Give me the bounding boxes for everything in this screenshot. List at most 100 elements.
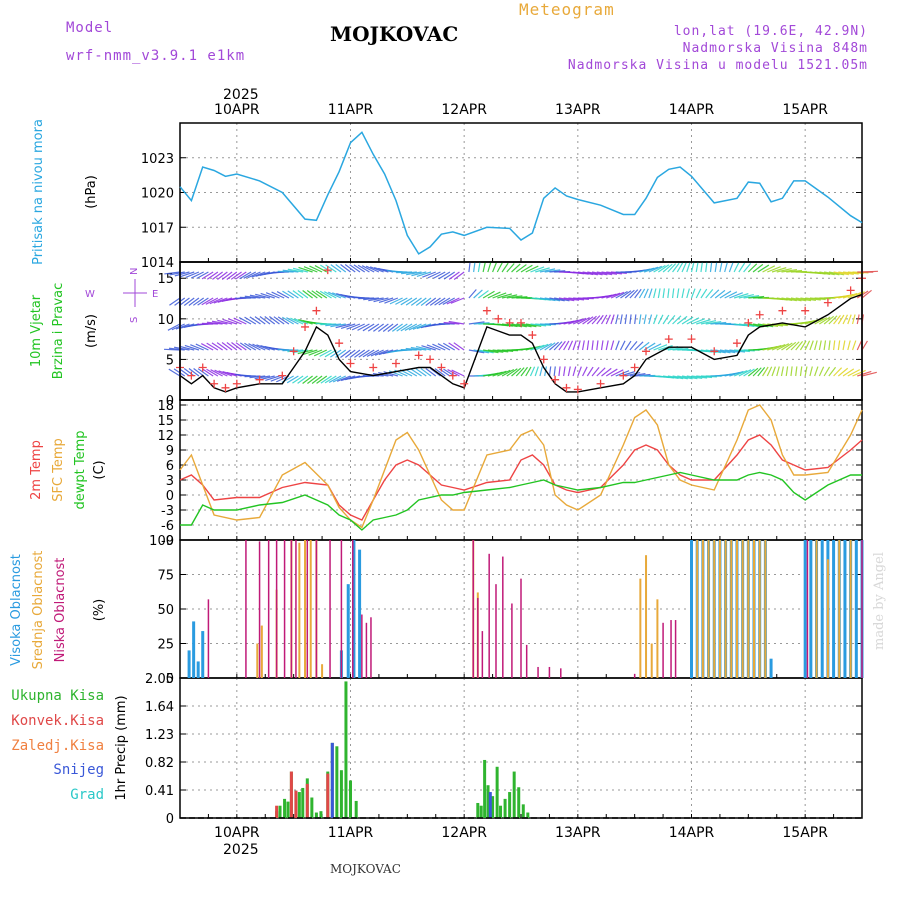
- wind-arrow: [473, 262, 476, 273]
- wind-arrow: [254, 375, 271, 380]
- top-date-label: 10APR: [214, 102, 260, 118]
- cloud-high-label: Visoka Oblacnost: [9, 554, 24, 666]
- wind-arrow: [610, 340, 615, 351]
- wind-arrow: [396, 323, 408, 332]
- wind-arrow: [406, 271, 422, 276]
- wind-arrow: [188, 368, 200, 377]
- wind-arrow: [429, 297, 441, 306]
- wind-arrow: [492, 370, 507, 377]
- wind-arrow: [767, 266, 781, 273]
- bar-precip_total: [521, 804, 525, 818]
- wind-arrow: [709, 262, 713, 273]
- wind-arrow: [690, 262, 695, 273]
- wind-arrow: [615, 340, 620, 351]
- gust-marker: [539, 355, 548, 364]
- gust-marker: [801, 306, 810, 315]
- wind-arrow: [544, 297, 561, 302]
- wind-arrow: [771, 366, 776, 377]
- wind-arrow: [362, 349, 375, 358]
- wind-arrow: [799, 366, 803, 377]
- wind-arrow: [235, 271, 247, 280]
- wind-arrow: [577, 271, 594, 276]
- wind-arrow: [629, 314, 632, 325]
- wind-arrow: [729, 349, 746, 353]
- wind-arrow: [178, 368, 190, 377]
- wind-arrow: [311, 375, 323, 384]
- bar-precip_total: [349, 780, 352, 818]
- wind-arrow: [672, 375, 688, 380]
- wind-arrow: [421, 345, 436, 351]
- wind-arrow: [818, 340, 822, 351]
- wind-arrow: [781, 268, 798, 273]
- bar-precip_total: [278, 805, 282, 818]
- wind-arrow: [558, 340, 566, 351]
- wind-arrow: [809, 366, 813, 377]
- bar-cloud_mid: [724, 540, 727, 678]
- wind-arrow: [596, 271, 613, 276]
- bar-cloud_mid: [298, 542, 301, 678]
- wind-arrow: [615, 370, 630, 377]
- wind-arrow: [434, 297, 446, 306]
- wind-arrow: [847, 340, 851, 351]
- wind-arrow: [174, 346, 190, 351]
- wind-arrow: [747, 263, 758, 273]
- wind-arrow: [582, 271, 599, 276]
- wind-arrow: [653, 288, 657, 299]
- wind-arrow: [619, 314, 623, 325]
- compass-w: W: [85, 289, 95, 300]
- wind-arrow: [320, 375, 332, 384]
- wind-arrow: [795, 340, 804, 351]
- wind-arrow: [554, 297, 570, 302]
- top-date-label: 15APR: [782, 102, 828, 118]
- bar-precip_conv: [305, 783, 309, 818]
- wind-arrow: [819, 271, 835, 276]
- gust-marker: [289, 347, 298, 356]
- wind-arrow: [752, 263, 764, 273]
- wind-arrow: [404, 323, 418, 331]
- wind-arrow: [610, 369, 624, 377]
- y-tick-label-wind: 10: [157, 313, 174, 328]
- bar-precip_total: [339, 770, 343, 818]
- wind-arrow: [420, 368, 432, 377]
- wind-arrow: [634, 373, 651, 377]
- wind-arrow: [601, 271, 618, 275]
- wind-arrow: [256, 344, 271, 351]
- wind-axis-label-2: Brzina i Pravac: [51, 283, 66, 380]
- wind-arrow: [259, 316, 271, 325]
- bar-cloud_mid: [304, 540, 307, 678]
- wind-arrow: [492, 292, 507, 299]
- wind-arrow: [596, 340, 599, 351]
- wind-arrow: [378, 323, 389, 332]
- wind-arrow: [238, 317, 252, 325]
- wind-arrow: [672, 262, 680, 273]
- bar-cloud_mid: [730, 540, 733, 678]
- wind-arrow: [336, 375, 351, 382]
- wind-arrow: [752, 367, 762, 377]
- wind-arrow: [244, 316, 257, 325]
- bar-precip_conv: [326, 773, 330, 818]
- bar-cloud_mid: [321, 664, 324, 678]
- wind-arrow: [719, 349, 736, 354]
- wind-arrow: [276, 291, 290, 299]
- wind-arrow: [776, 268, 792, 273]
- bar-cloud_low: [537, 666, 539, 678]
- wind-arrow: [530, 323, 547, 327]
- wind-arrow: [800, 297, 817, 302]
- bar-cloud_high: [769, 658, 773, 678]
- wind-arrow: [520, 366, 528, 377]
- gust-marker: [732, 339, 741, 348]
- wind-arrow: [221, 342, 233, 351]
- wind-arrow: [210, 369, 223, 377]
- wind-arrow: [662, 314, 670, 325]
- wind-arrow: [856, 340, 863, 351]
- wind-arrow: [164, 348, 181, 351]
- wind-arrow: [700, 262, 703, 273]
- wind-arrow: [634, 288, 642, 299]
- wind-arrow: [842, 271, 859, 275]
- wind-arrow: [349, 264, 361, 273]
- wind-arrow: [216, 342, 228, 351]
- wind-arrow: [691, 375, 708, 379]
- wind-arrow: [771, 344, 786, 351]
- gust-marker: [221, 383, 230, 392]
